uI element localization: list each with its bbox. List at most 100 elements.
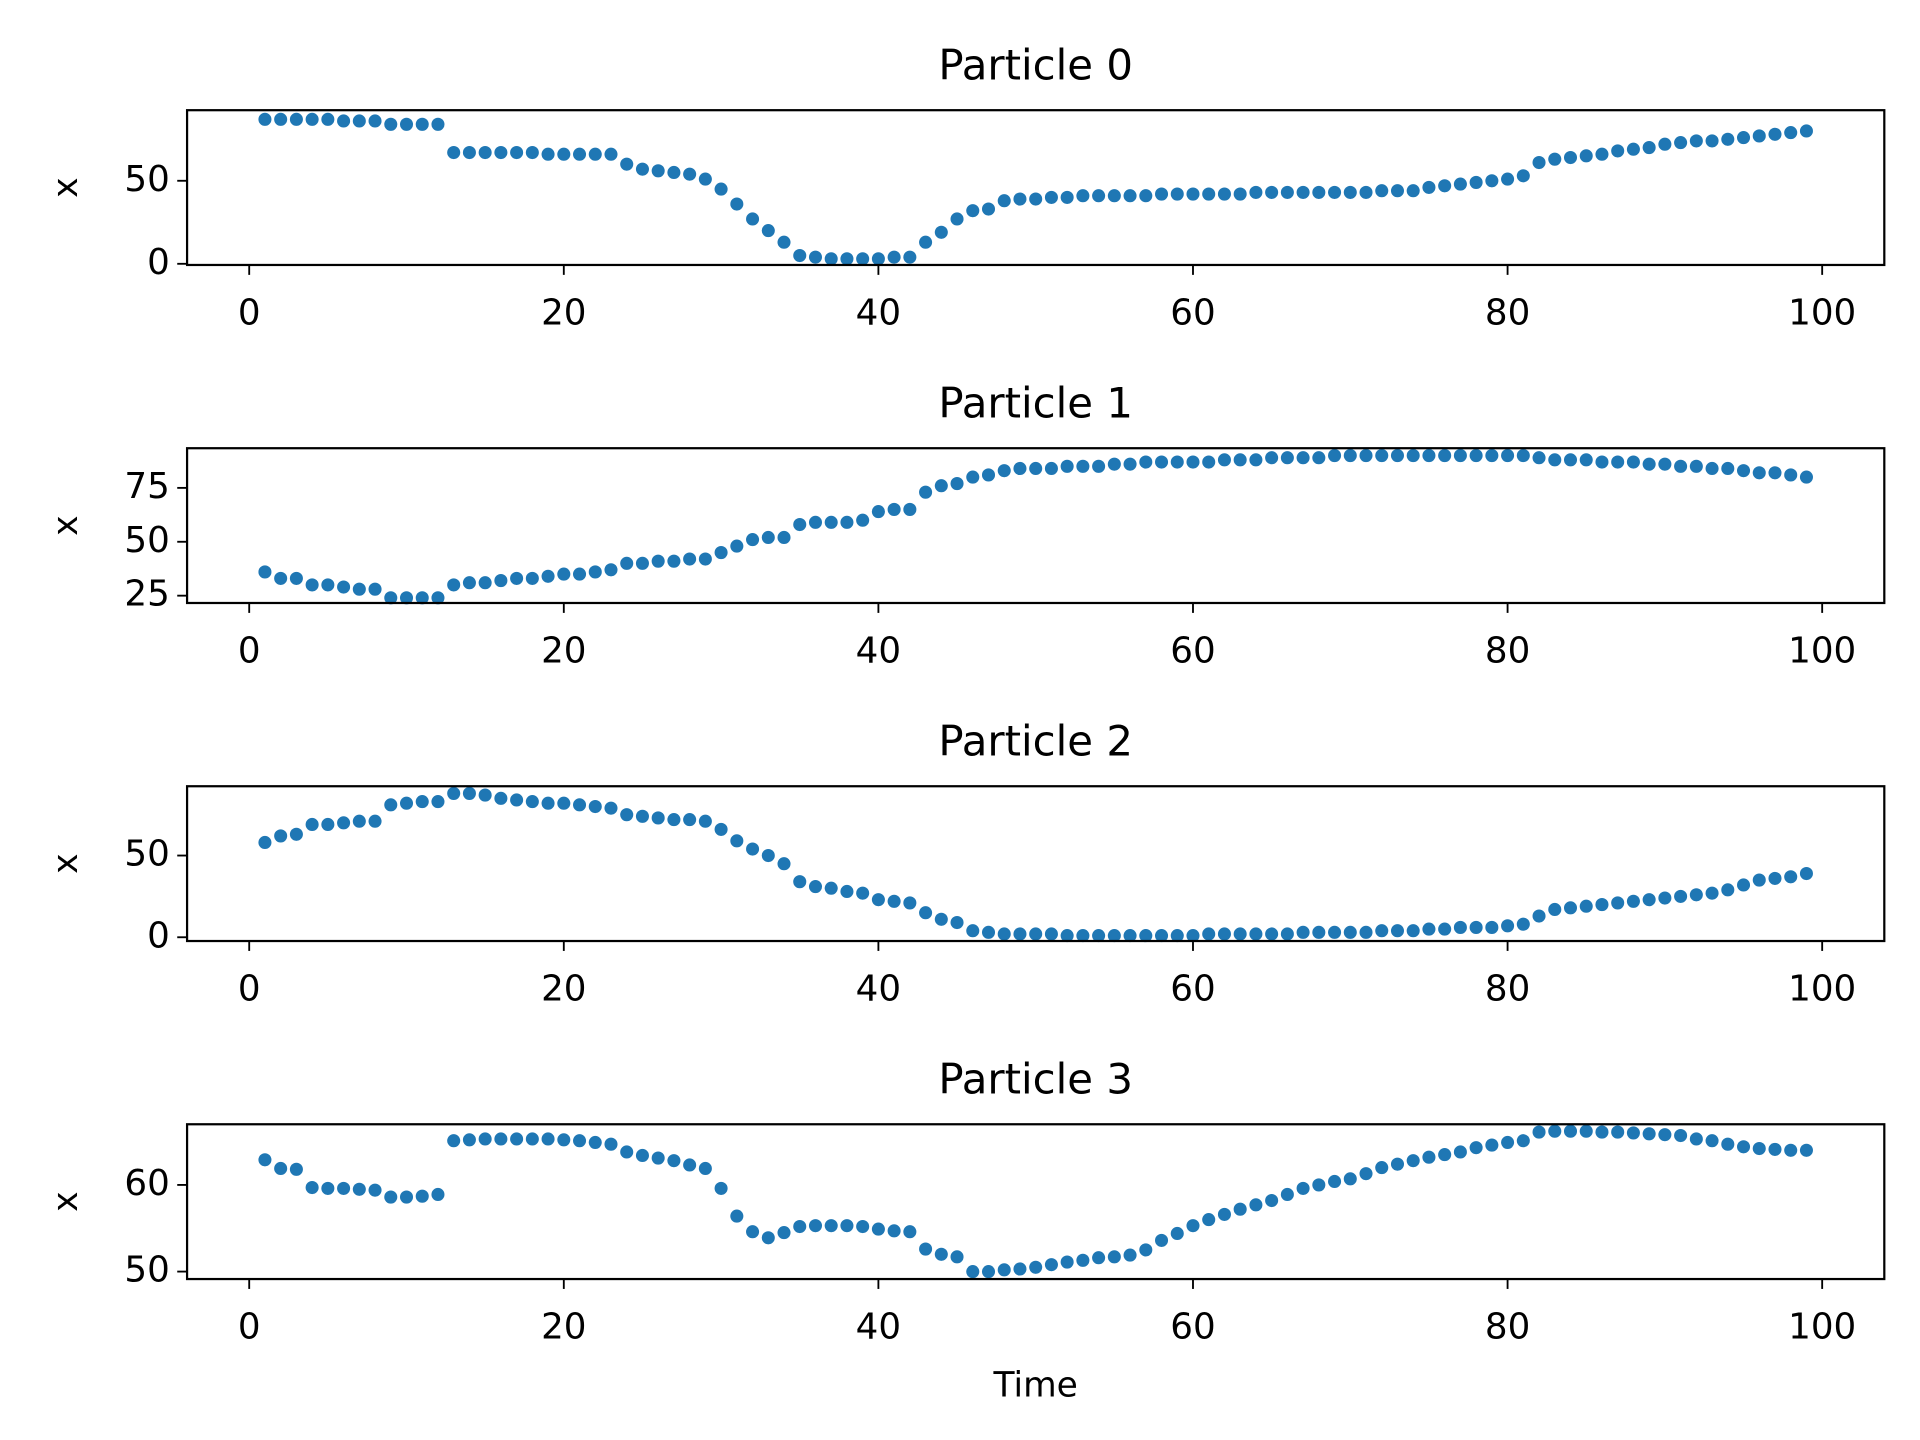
point (950, 212, 964, 226)
point (1280, 185, 1294, 199)
point (1343, 1172, 1357, 1186)
point (1249, 185, 1263, 199)
point (274, 829, 288, 843)
subplot-title: Particle 2 (938, 717, 1133, 766)
point (541, 1132, 555, 1146)
point (966, 204, 980, 218)
point (305, 112, 319, 126)
subplot-title: Particle 0 (938, 41, 1133, 90)
point (997, 1263, 1011, 1277)
point (447, 1134, 461, 1148)
point (384, 117, 398, 131)
point (1721, 461, 1735, 476)
point (934, 479, 948, 493)
point (1060, 929, 1074, 943)
subplot-title: Particle 3 (938, 1055, 1133, 1104)
point (1579, 899, 1593, 913)
point (384, 1190, 398, 1204)
point (604, 147, 618, 161)
point (573, 798, 587, 812)
point (399, 1190, 414, 1204)
point (1548, 152, 1562, 166)
point (903, 502, 917, 517)
point (871, 505, 885, 519)
point (1186, 455, 1200, 469)
point (793, 1219, 807, 1234)
point (573, 1134, 587, 1148)
point (1642, 1127, 1656, 1141)
point (1296, 1181, 1310, 1195)
point (1139, 455, 1153, 469)
point (824, 515, 838, 529)
point (1092, 189, 1106, 203)
point (1595, 455, 1609, 469)
point (588, 799, 602, 814)
x-tick-label: 100 (1788, 968, 1856, 1009)
point (1626, 142, 1640, 156)
point (415, 795, 429, 809)
point (871, 893, 885, 907)
point (871, 1222, 885, 1236)
point (981, 202, 996, 216)
point (1233, 187, 1247, 201)
point (824, 1219, 838, 1233)
point (698, 172, 712, 186)
point (557, 1133, 571, 1147)
point (1674, 136, 1688, 150)
point (1768, 871, 1782, 885)
point (447, 786, 461, 800)
point (730, 1209, 744, 1223)
point (431, 1187, 445, 1202)
x-tick-label: 80 (1485, 968, 1530, 1009)
point (1060, 459, 1074, 473)
point (1076, 189, 1090, 203)
x-tick-label: 40 (856, 292, 901, 333)
point (1029, 927, 1043, 941)
point (258, 835, 272, 850)
point (1123, 1248, 1137, 1262)
point (1328, 925, 1342, 939)
y-axis-label: x (46, 515, 86, 536)
point (966, 470, 980, 484)
point (1249, 927, 1263, 941)
x-tick-label: 20 (541, 1306, 586, 1347)
point (635, 1148, 649, 1163)
point (1548, 453, 1562, 467)
point (1076, 459, 1090, 473)
point (620, 1145, 634, 1159)
x-tick-label: 40 (856, 1306, 901, 1347)
point (1689, 1132, 1703, 1146)
point (1485, 174, 1499, 188)
point (1422, 922, 1436, 936)
point (321, 112, 335, 126)
x-tick-label: 60 (1170, 1306, 1215, 1347)
x-tick-label: 80 (1485, 630, 1530, 671)
point (494, 1132, 508, 1146)
point (620, 157, 634, 171)
point (1485, 1138, 1499, 1152)
y-axis-label: x (46, 853, 86, 874)
point (1312, 185, 1326, 199)
point (840, 1219, 854, 1233)
point (305, 578, 319, 592)
point (934, 912, 948, 926)
point (1501, 448, 1515, 463)
point (667, 1154, 681, 1168)
point (667, 554, 681, 568)
point (1390, 184, 1404, 198)
point (305, 1180, 319, 1195)
point (1642, 140, 1656, 155)
point (981, 468, 996, 482)
point (1186, 187, 1200, 201)
y-axis-label: x (46, 177, 86, 198)
point (966, 1265, 980, 1279)
point (1265, 1193, 1279, 1208)
point (840, 884, 854, 899)
point (258, 1153, 272, 1167)
axes-frame (185, 785, 1886, 943)
x-tick-label: 60 (1170, 630, 1215, 671)
point (1784, 468, 1798, 482)
axes-frame (185, 447, 1886, 605)
point (1516, 917, 1530, 931)
